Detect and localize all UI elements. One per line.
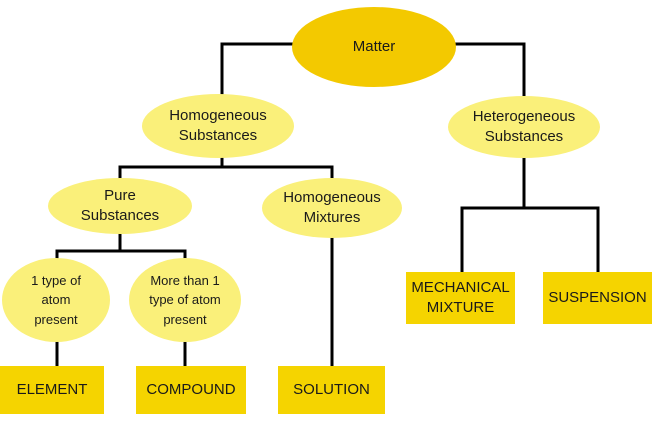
node-homogeneous-mixtures: Homogeneous Mixtures bbox=[262, 178, 402, 238]
node-more-than-one-type-of-atom-label: More than 1 type of atom present bbox=[149, 272, 221, 327]
node-matter-label: Matter bbox=[352, 37, 396, 55]
box-suspension: SUSPENSION bbox=[543, 272, 652, 324]
node-pure-substances: Pure Substances bbox=[48, 178, 192, 234]
box-element-label: ELEMENT bbox=[16, 380, 88, 398]
node-more-than-one-type-of-atom: More than 1 type of atom present bbox=[129, 258, 241, 342]
node-heterogeneous-substances: Heterogeneous Substances bbox=[448, 96, 600, 158]
box-mechanical-mixture-label: MECHANICAL MIXTURE bbox=[411, 278, 510, 316]
box-solution-label: SOLUTION bbox=[293, 380, 370, 398]
node-pure-substances-label: Pure Substances bbox=[80, 186, 160, 224]
box-compound: COMPOUND bbox=[136, 366, 246, 414]
box-element: ELEMENT bbox=[0, 366, 104, 414]
node-homogeneous-substances: Homogeneous Substances bbox=[142, 94, 294, 158]
node-one-type-of-atom-label: 1 type of atom present bbox=[31, 272, 81, 327]
node-matter: Matter bbox=[292, 7, 456, 87]
box-compound-label: COMPOUND bbox=[146, 380, 236, 398]
node-homogeneous-mixtures-label: Homogeneous Mixtures bbox=[283, 188, 381, 226]
box-solution: SOLUTION bbox=[278, 366, 385, 414]
box-suspension-label: SUSPENSION bbox=[548, 288, 647, 306]
box-mechanical-mixture: MECHANICAL MIXTURE bbox=[406, 272, 515, 324]
node-one-type-of-atom: 1 type of atom present bbox=[2, 258, 110, 342]
node-heterogeneous-substances-label: Heterogeneous Substances bbox=[472, 107, 576, 145]
node-homogeneous-substances-label: Homogeneous Substances bbox=[169, 106, 267, 144]
